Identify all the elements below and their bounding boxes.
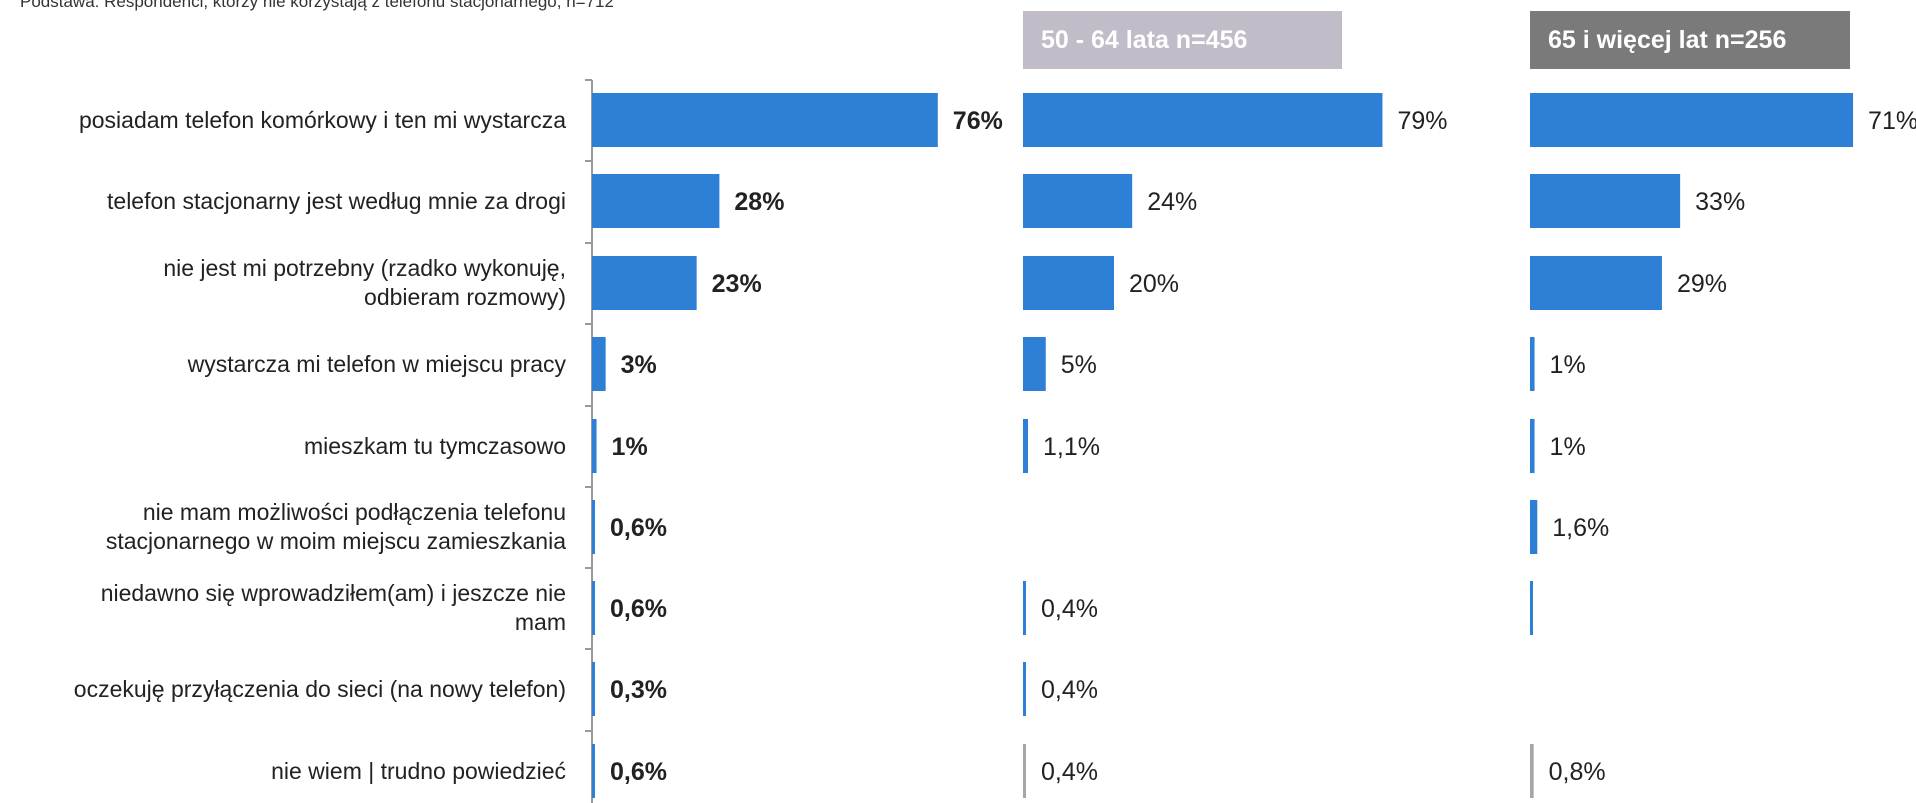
data-label: 71% [1868, 107, 1916, 135]
category-label: wystarcza mi telefon w miejscu pracy [6, 350, 566, 379]
data-label: 0,6% [610, 758, 667, 786]
category-label-line: nie jest mi potrzebny (rzadko wykonuję, [163, 255, 566, 281]
data-label: 0,6% [610, 595, 667, 623]
category-label-line: wystarcza mi telefon w miejscu pracy [187, 350, 566, 377]
data-label: 0,4% [1041, 676, 1098, 704]
bar [1530, 174, 1681, 228]
category-label: nie jest mi potrzebny (rzadko wykonuję, o… [6, 254, 566, 312]
bar [592, 500, 595, 554]
category-label-line: nie wiem | trudno powiedzieć [271, 757, 566, 784]
bar [1023, 581, 1026, 635]
category-label-line: niedawno się wprowadziłem(am) i jeszcze … [100, 580, 566, 606]
bar [592, 256, 697, 310]
category-label-line: stacjonarnego w moim miejscu zamieszkani… [105, 528, 566, 554]
data-label: 0,3% [610, 676, 667, 704]
category-label: nie wiem | trudno powiedzieć [6, 757, 566, 786]
bar [592, 581, 595, 635]
bar [1023, 744, 1026, 798]
bar [1530, 419, 1535, 473]
bar [1530, 744, 1534, 798]
bar [1023, 419, 1029, 473]
category-label-line: nie mam możliwości podłączenia telefonu [142, 499, 566, 525]
bar [1530, 500, 1538, 554]
bar [1023, 337, 1046, 391]
panel-header-65-plus: 65 i więcej lat n=256 [1530, 11, 1850, 69]
category-label-line: posiadam telefon komórkowy i ten mi wyst… [78, 106, 566, 133]
category-label: nie mam możliwości podłączenia telefonu s… [6, 498, 566, 556]
data-label: 3% [621, 351, 657, 379]
category-label-line: odbieram rozmowy) [364, 284, 566, 310]
bar [592, 337, 606, 391]
bar [1530, 337, 1535, 391]
data-label: 1% [1550, 351, 1586, 379]
data-label: 76% [953, 107, 1003, 135]
data-label: 1,1% [1043, 433, 1100, 461]
data-label: 0,8% [1549, 758, 1606, 786]
bar [1023, 662, 1026, 716]
category-label: oczekuję przyłączenia do sieci (na nowy … [6, 675, 566, 704]
data-label: 0,4% [1041, 758, 1098, 786]
category-label-line: mieszkam tu tymczasowo [303, 432, 566, 459]
category-label: posiadam telefon komórkowy i ten mi wyst… [6, 106, 566, 135]
bar [592, 744, 595, 798]
data-label: 5% [1061, 351, 1097, 379]
data-label: 1,6% [1552, 514, 1609, 542]
data-label: 28% [734, 188, 784, 216]
data-label: 1% [1550, 433, 1586, 461]
data-label: 0,4% [1041, 595, 1098, 623]
bar [592, 93, 938, 147]
bar [592, 419, 597, 473]
category-label: telefon stacjonarny jest według mnie za … [6, 187, 566, 216]
base-note: Podstawa: Respondenci, którzy nie korzys… [20, 0, 614, 11]
category-label-line: telefon stacjonarny jest według mnie za … [107, 187, 566, 214]
bar [592, 174, 720, 228]
bar [1530, 256, 1662, 310]
category-label: niedawno się wprowadziłem(am) i jeszcze … [6, 579, 566, 637]
data-label: 33% [1695, 188, 1745, 216]
data-label: 29% [1677, 270, 1727, 298]
bar [1530, 93, 1854, 147]
data-label: 1% [612, 433, 648, 461]
bar [1023, 256, 1114, 310]
category-label-line: oczekuję przyłączenia do sieci (na nowy … [73, 675, 566, 702]
data-label: 23% [712, 270, 762, 298]
bar [1530, 581, 1533, 635]
data-label: 20% [1129, 270, 1179, 298]
bar [1023, 93, 1383, 147]
data-label: 24% [1147, 188, 1197, 216]
category-label: mieszkam tu tymczasowo [6, 432, 566, 461]
category-label-line: mam [514, 609, 566, 635]
bar [1023, 174, 1133, 228]
data-label: 0,6% [610, 514, 667, 542]
bar [592, 662, 595, 716]
data-label: 79% [1397, 107, 1447, 135]
panel-header-50-64: 50 - 64 lata n=456 [1023, 11, 1342, 69]
